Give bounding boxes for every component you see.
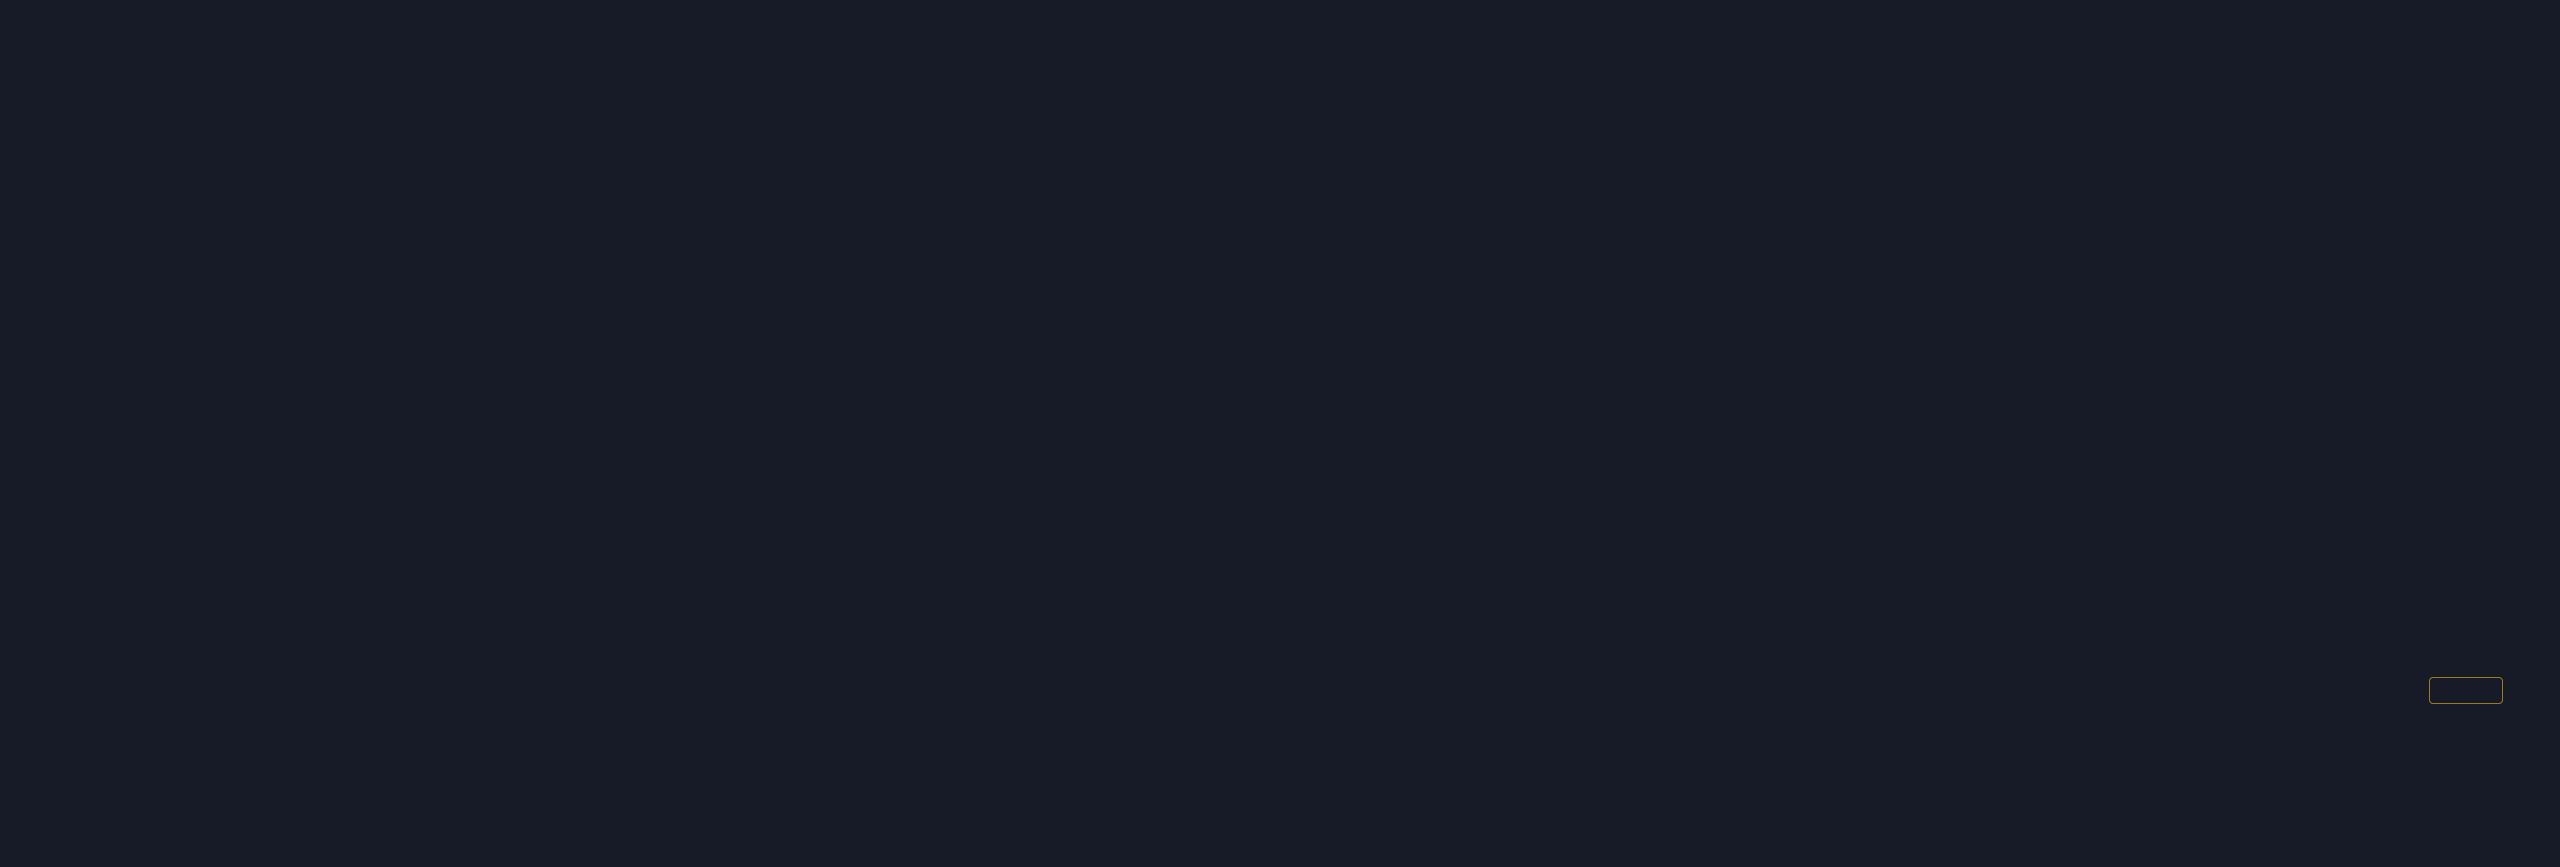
active-addresses-swatch-icon (1228, 828, 1245, 845)
line-current-value-badge (2429, 677, 2503, 704)
chart-plot[interactable] (0, 0, 2560, 812)
bar-current-value-badge (2501, 689, 2541, 714)
chart-legend (0, 818, 2560, 854)
legend-item-active-addresses[interactable] (1228, 828, 1257, 845)
social-volume-swatch-icon (1303, 828, 1320, 845)
legend-item-social-volume[interactable] (1303, 828, 1332, 845)
